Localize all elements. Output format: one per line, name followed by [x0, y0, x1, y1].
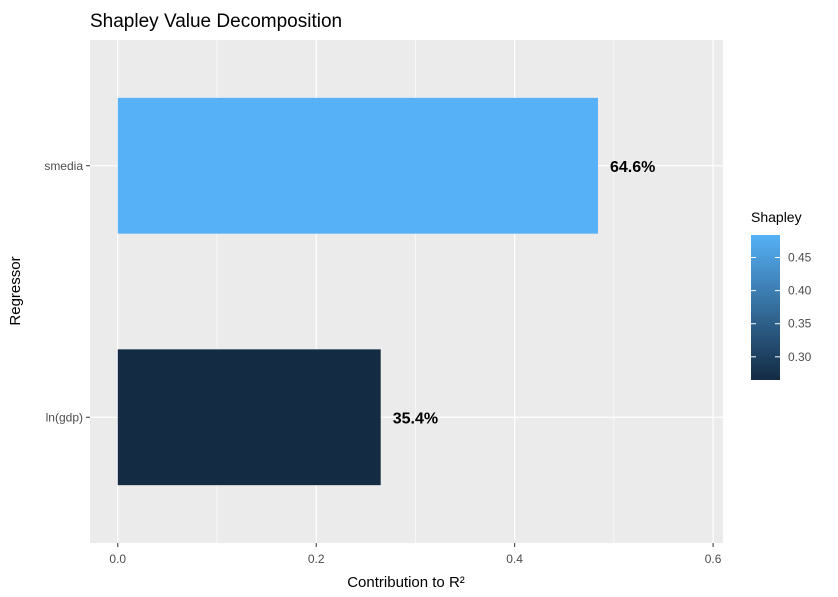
data-labels: 35.4% 64.6%: [393, 159, 656, 428]
legend-title: Shapley: [751, 209, 802, 225]
legend-ticks: 0.30 0.35 0.40 0.45: [751, 251, 812, 364]
x-axis-title: Contribution to R²: [347, 574, 465, 591]
chart-title: Shapley Value Decomposition: [90, 11, 342, 32]
y-tick-label: smedia: [44, 159, 83, 173]
bar-ln-gdp-: [117, 349, 381, 486]
bar-smedia: [117, 97, 598, 234]
legend-tick-label: 0.40: [788, 284, 812, 298]
x-axis: 0.0 0.2 0.4 0.6: [109, 543, 722, 566]
y-tick-label: ln(gdp): [46, 410, 83, 424]
legend-tick-label: 0.30: [788, 350, 812, 364]
x-tick-label: 0.4: [506, 552, 523, 566]
bars: [117, 97, 598, 486]
x-tick-label: 0.0: [109, 552, 126, 566]
legend-tick-label: 0.45: [788, 251, 812, 265]
data-label: 64.6%: [610, 159, 655, 176]
legend: Shapley 0.30 0.35 0.40 0.45: [751, 209, 812, 380]
x-tick-label: 0.6: [705, 552, 722, 566]
legend-colorbar: [751, 235, 780, 380]
y-axis: ln(gdp) smedia: [44, 159, 90, 424]
x-tick-label: 0.2: [308, 552, 325, 566]
y-axis-title: Regressor: [7, 256, 24, 325]
data-label: 35.4%: [393, 410, 438, 427]
legend-tick-label: 0.35: [788, 317, 812, 331]
